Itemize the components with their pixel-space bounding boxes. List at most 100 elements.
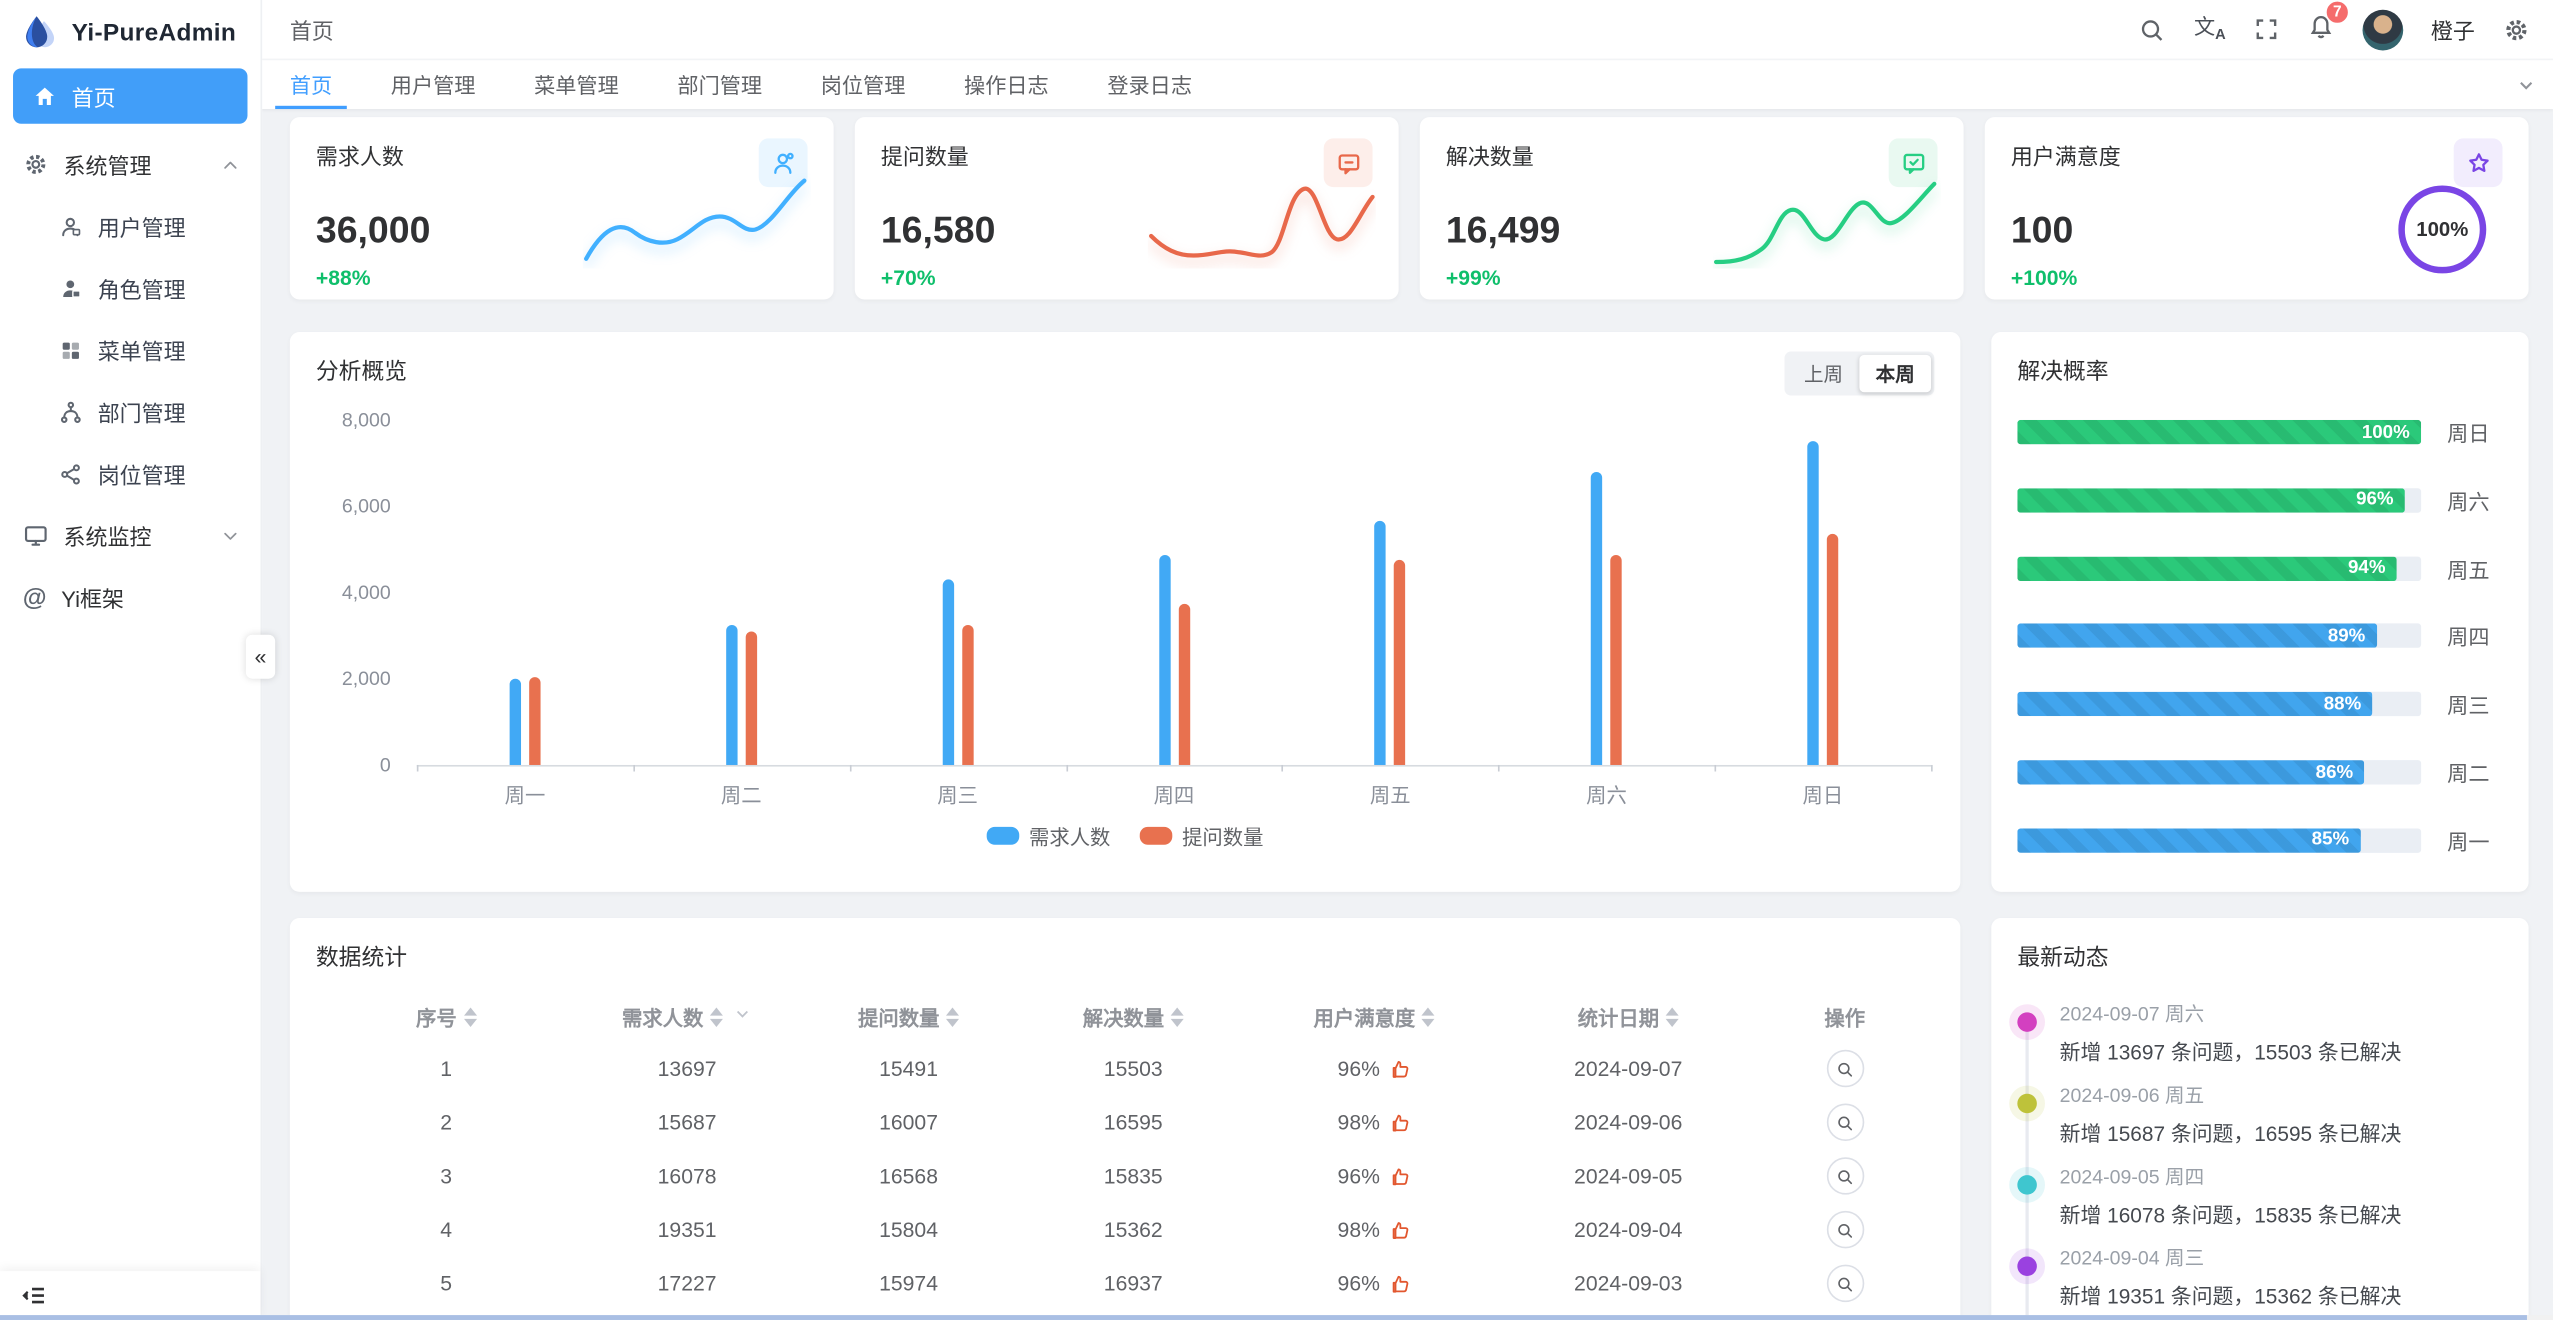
- tab-用户管理[interactable]: 用户管理: [390, 72, 476, 97]
- column-header-操作[interactable]: 操作: [1755, 990, 1934, 1042]
- thumb-up-icon: [1388, 1111, 1411, 1134]
- sidebar-item-部门管理[interactable]: 部门管理: [0, 381, 261, 443]
- x-axis-tick: [1065, 764, 1068, 772]
- sidebar-item-system-manage[interactable]: 系统管理: [0, 133, 261, 195]
- sidebar-item-用户管理[interactable]: 用户管理: [0, 195, 261, 257]
- questions-bar: [1178, 603, 1190, 765]
- progress-track: 86%: [2017, 760, 2422, 785]
- sidebar-item-菜单管理[interactable]: 菜单管理: [0, 319, 261, 381]
- breadcrumb[interactable]: 首页: [289, 19, 334, 44]
- column-header-需求人数[interactable]: 需求人数: [576, 990, 797, 1042]
- sort-caret-icon[interactable]: [463, 1006, 477, 1027]
- category-band: [1282, 420, 1498, 765]
- content: 需求人数 36,000 +88% 提问数量 16,580 +70% 解决数量 16,499 +9…: [261, 107, 2553, 1320]
- search-icon[interactable]: [2139, 15, 2167, 43]
- sidebar-item-岗位管理[interactable]: 岗位管理: [0, 443, 261, 505]
- statistics-table: 序号 需求人数 提问数量 解决数量 用户满意度 统计日期 操作 1 13697 15491 155…: [316, 990, 1934, 1320]
- notifications-button[interactable]: 7: [2307, 0, 2350, 47]
- legend-item-提问数量[interactable]: 提问数量: [1139, 820, 1264, 851]
- toggle-last-week[interactable]: 上周: [1803, 362, 1844, 386]
- sidebar-item-label: 岗位管理: [97, 463, 186, 489]
- satisfaction-value: 96%: [1337, 1056, 1380, 1081]
- app-logo[interactable]: Yi-PureAdmin: [0, 0, 261, 62]
- sidebar-item-system-monitor[interactable]: 系统监控: [0, 505, 261, 567]
- tab-岗位管理[interactable]: 岗位管理: [820, 72, 906, 97]
- avatar[interactable]: [2362, 8, 2404, 50]
- probability-title: 解决概率: [2017, 358, 2109, 385]
- table-cell: 19351: [657, 1217, 717, 1242]
- satisfaction-ring: 100%: [2398, 185, 2487, 274]
- x-axis-tick: [1282, 764, 1284, 772]
- sort-caret-icon[interactable]: [945, 1006, 960, 1027]
- questions-bar: [1610, 555, 1623, 765]
- sort-caret-icon[interactable]: [1170, 1006, 1184, 1027]
- table-cell: 13697: [657, 1056, 717, 1081]
- bell-icon: [2307, 11, 2335, 39]
- questions-bar: [961, 624, 974, 765]
- column-header-序号[interactable]: 序号: [316, 990, 577, 1042]
- progress-fill: 89%: [2017, 624, 2376, 649]
- horizontal-scrollbar[interactable]: [0, 1315, 2553, 1320]
- tab-菜单管理[interactable]: 菜单管理: [534, 72, 619, 97]
- sidebar-item-home[interactable]: 首页: [13, 68, 248, 124]
- sidebar-item-角色管理[interactable]: 角色管理: [0, 257, 261, 319]
- view-detail-button[interactable]: [1826, 1103, 1864, 1141]
- view-detail-button[interactable]: [1826, 1049, 1864, 1088]
- sidebar-submenu: 用户管理 角色管理 菜单管理 部门管理岗位管理: [0, 195, 261, 504]
- table-title: 数据统计: [315, 944, 408, 971]
- table-row: 5 17227 15974 16937 96% 2024-09-03: [316, 1257, 1934, 1311]
- date-cell: 2024-09-05: [1574, 1163, 1683, 1189]
- tab-首页[interactable]: 首页: [275, 60, 347, 110]
- column-header-统计日期[interactable]: 统计日期: [1501, 990, 1755, 1042]
- table-row: 3 16078 16568 15835 96% 2024-09-05: [316, 1149, 1934, 1203]
- latest-activity-card: 最新动态 2024-09-07 周六 新增 13697 条问题，15503 条已解…: [1991, 917, 2529, 1320]
- tab-操作日志[interactable]: 操作日志: [964, 72, 1049, 97]
- tab-登录日志[interactable]: 登录日志: [1107, 72, 1193, 97]
- chart-title: 分析概览: [315, 358, 408, 385]
- column-header-解决数量[interactable]: 解决数量: [1019, 990, 1247, 1042]
- thumb-up-icon: [1388, 1165, 1411, 1188]
- view-detail-button[interactable]: [1826, 1264, 1864, 1303]
- table-cell: 5: [440, 1271, 453, 1296]
- translate-icon[interactable]: 文A: [2193, 14, 2226, 43]
- progress-fill: 96%: [2017, 488, 2405, 513]
- x-axis-label: 周日: [1802, 784, 1844, 808]
- timeline-date: 2024-09-06 周五: [2059, 1083, 2205, 1107]
- filter-chevron-icon[interactable]: [733, 1003, 753, 1023]
- view-detail-button[interactable]: [1826, 1210, 1864, 1249]
- fullscreen-icon[interactable]: [2253, 16, 2279, 42]
- sort-caret-icon[interactable]: [709, 1006, 723, 1027]
- column-header-提问数量[interactable]: 提问数量: [798, 990, 1019, 1042]
- tabs-dropdown-icon[interactable]: [2516, 74, 2537, 95]
- sort-caret-icon[interactable]: [1665, 1006, 1679, 1027]
- legend-item-需求人数[interactable]: 需求人数: [986, 820, 1110, 851]
- x-axis-label: 周五: [1369, 784, 1411, 808]
- sidebar-item-label: Yi框架: [61, 587, 124, 612]
- settings-gear-icon[interactable]: [2503, 15, 2531, 43]
- stat-icon-box: [1888, 138, 1938, 188]
- top-navbar: 首页 文A 7 橙子: [260, 0, 2553, 61]
- tab-部门管理[interactable]: 部门管理: [677, 72, 763, 97]
- sidebar-collapse-button[interactable]: «: [245, 634, 276, 679]
- column-header-label: 提问数量: [858, 1006, 940, 1030]
- category-band: [849, 420, 1065, 765]
- questions-bar: [745, 631, 757, 765]
- legend-swatch: [1139, 826, 1173, 845]
- username[interactable]: 橙子: [2430, 19, 2475, 44]
- toggle-this-week[interactable]: 本周: [1859, 354, 1932, 393]
- sidebar-item-label: 系统监控: [63, 525, 152, 551]
- progress-track: 100%: [2017, 419, 2422, 445]
- sidebar-item-yi-framework[interactable]: @ Yi框架: [0, 566, 261, 628]
- sort-caret-icon[interactable]: [1421, 1006, 1435, 1027]
- demand-bar: [1374, 520, 1387, 765]
- chart-legend: 需求人数 提问数量: [316, 820, 1934, 851]
- probability-row-周六: 96% 周六: [2017, 485, 2502, 516]
- sidebar-fold-bar[interactable]: [0, 1271, 261, 1320]
- column-header-用户满意度[interactable]: 用户满意度: [1247, 990, 1501, 1042]
- bar-chart: 8,000 6,000 4,000 2,000 0 周一 周二 周三 周四 周五 周六 周日 需求人数 提…: [316, 404, 1934, 876]
- table-cell: 16078: [657, 1163, 717, 1189]
- view-detail-button[interactable]: [1826, 1157, 1864, 1195]
- questions-bar: [529, 677, 541, 765]
- category-band: [417, 420, 633, 765]
- legend-label: 提问数量: [1182, 826, 1264, 850]
